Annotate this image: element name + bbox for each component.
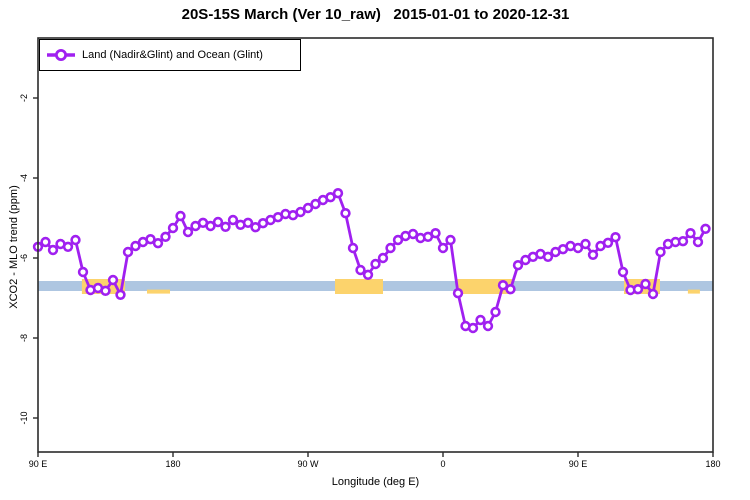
data-point-marker [362,269,374,280]
data-point-marker [587,249,599,261]
data-point-marker [302,202,314,214]
data-point-marker [392,234,404,246]
data-point-marker [62,241,74,253]
blue-band-segment [383,281,457,291]
data-point-marker [490,306,501,318]
reference-band-layer [38,279,713,294]
data-point-marker [115,289,126,300]
blue-band-segment [38,281,335,291]
orange-band-sliver-segment [147,289,170,294]
data-point-marker [445,234,456,246]
data-point-marker [122,246,134,258]
data-point-marker [220,221,231,233]
x-tick-label: 0 [440,459,446,469]
data-point-marker [212,216,224,228]
data-point-marker [602,237,614,249]
data-point-marker [580,238,591,250]
data-point-marker [295,206,306,218]
data-point-marker [242,217,254,229]
axis-tick-layer [33,97,714,457]
data-point-marker [617,266,629,278]
orange-band-segment [457,279,512,294]
data-point-marker [685,228,696,239]
data-point-marker [647,288,659,300]
data-point-marker [77,266,89,278]
data-point-marker [632,284,644,295]
data-point-marker [692,236,704,248]
data-point-marker [160,231,171,243]
data-point-marker [145,234,156,245]
data-point-marker [325,192,336,203]
orange-band-segment [335,279,383,294]
data-point-marker [475,314,486,326]
legend-line-sample-icon [47,48,75,61]
data-point-marker [130,240,141,252]
x-tick-label: 90 E [568,459,588,469]
data-point-marker [430,228,441,239]
data-point-marker [640,278,651,290]
data-point-marker [70,234,81,246]
data-point-marker [40,236,51,248]
y-tick-label: -4 [19,173,29,183]
x-tick-label: 180 [705,459,721,469]
data-point-marker [250,222,261,233]
legend: Land (Nadir&Glint) and Ocean (Glint) [39,39,301,71]
data-point-marker [482,320,494,332]
legend-label: Land (Nadir&Glint) and Ocean (Glint) [82,49,263,61]
data-point-marker [467,322,479,334]
plot-frame [37,37,714,453]
y-axis-title: XCO2 - MLO trend (ppm) [8,185,20,309]
data-point-marker [205,220,216,232]
data-point-marker [542,251,554,262]
data-point-marker [310,198,321,210]
x-tick-label: 180 [165,459,181,469]
data-point-marker [47,244,59,256]
y-tick-label: -2 [19,93,29,103]
data-point-marker [505,284,516,295]
data-point-marker [100,285,111,296]
chart-title: 20S-15S March (Ver 10_raw) 2015-01-01 to… [181,6,570,23]
data-point-marker [572,242,584,254]
x-axis-title: Longitude (deg E) [331,476,420,488]
data-point-marker [340,208,351,219]
y-tick-label: -10 [19,411,29,425]
data-point-marker [452,288,464,299]
y-tick-label: -6 [19,253,29,263]
data-point-marker [655,246,666,258]
data-point-marker [175,210,186,222]
y-tick-label: -8 [19,333,29,343]
data-point-marker [437,242,449,254]
blue-band-segment [512,281,624,291]
data-point-marker [107,274,119,286]
data-series-layer [32,188,711,334]
data-point-marker [347,242,359,254]
data-point-marker [385,242,396,254]
data-point-marker [182,226,194,238]
x-tick-label: 90 E [28,459,48,469]
data-point-marker [677,236,689,247]
data-point-marker [227,214,239,226]
data-point-marker [512,260,524,271]
data-point-marker [497,280,509,291]
x-tick-label: 90 W [297,459,319,469]
data-point-marker [355,264,366,276]
data-point-marker [167,222,179,234]
data-point-marker [332,188,344,199]
data-point-marker [377,252,389,264]
data-point-marker [152,238,164,249]
orange-band-sliver-segment [687,289,700,294]
blue-band-segment [660,281,713,291]
data-point-marker [370,258,381,270]
data-point-marker [610,232,621,243]
data-point-marker [700,223,711,235]
data-point-marker [407,228,419,240]
